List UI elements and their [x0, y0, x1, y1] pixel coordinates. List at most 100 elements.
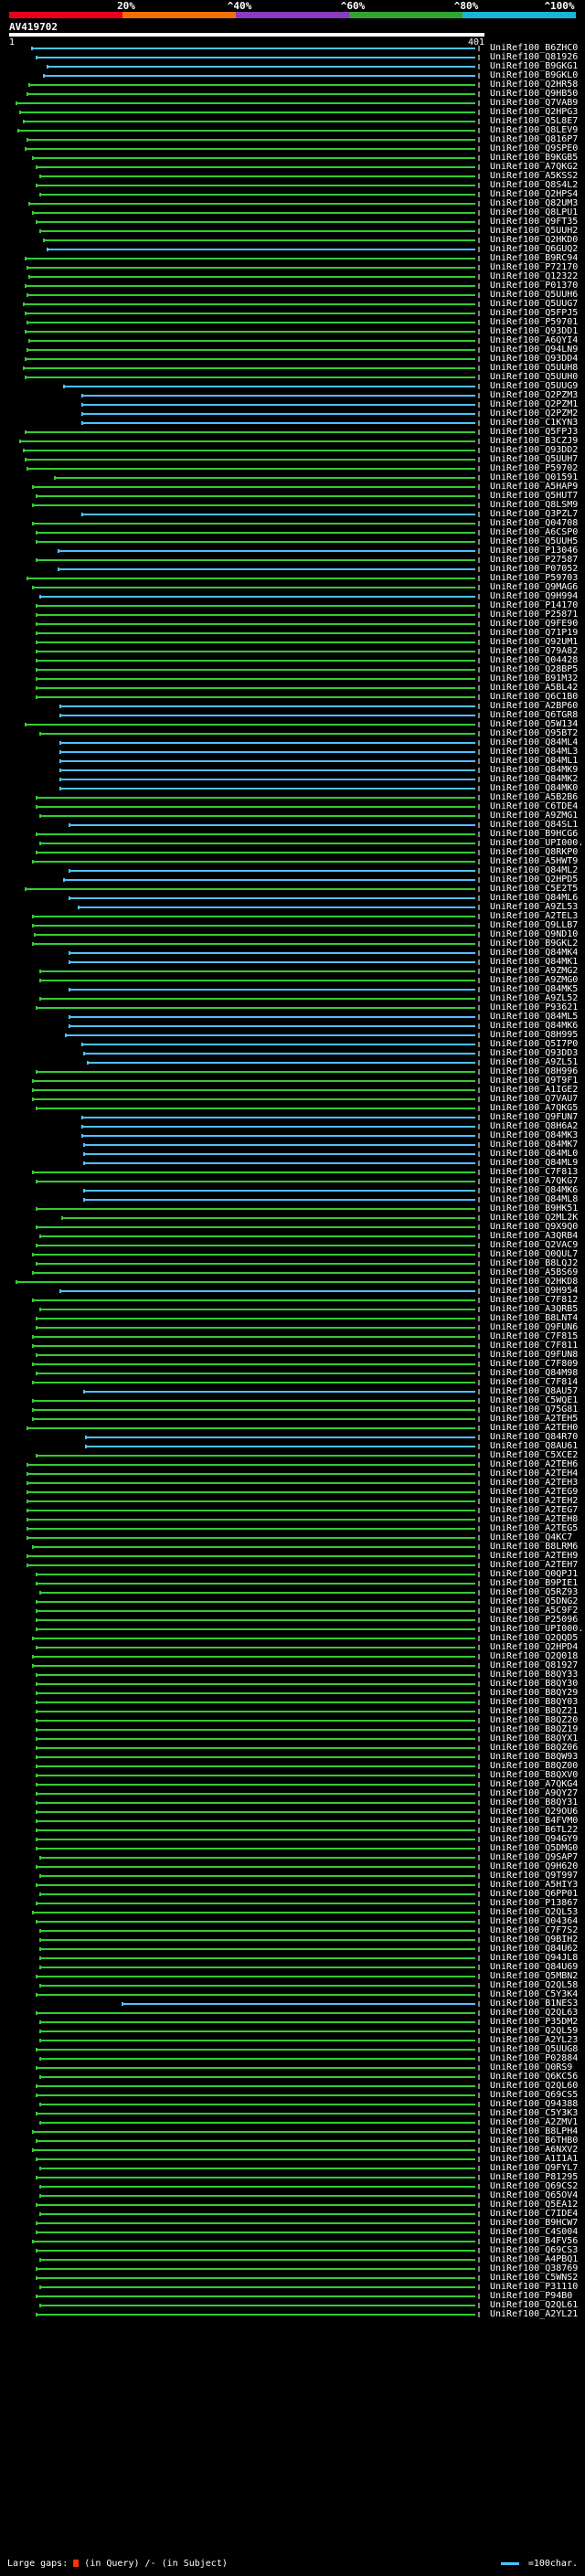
hit-label[interactable]: UniRef100_A5KSS2	[490, 171, 579, 181]
hit-label[interactable]: UniRef100_B8LRM6	[490, 1542, 579, 1552]
hit-label[interactable]: UniRef100_Q5W134	[490, 719, 579, 729]
hit-label[interactable]: UniRef100_B9PIE1	[490, 1578, 579, 1588]
hit-label[interactable]: UniRef100_Q84ML5	[490, 1012, 579, 1022]
hit-label[interactable]: UniRef100_P94B0	[490, 2291, 573, 2301]
hit-label[interactable]: UniRef100_C7F814	[490, 1377, 579, 1387]
hit-label[interactable]: UniRef100_Q8LPU1	[490, 207, 579, 217]
hit-label[interactable]: UniRef100_Q81926	[490, 52, 579, 62]
hit-label[interactable]: UniRef100_A2TEH3	[490, 1478, 579, 1488]
hit-label[interactable]: UniRef100_B8QY33	[490, 1670, 579, 1680]
hit-label[interactable]: UniRef100_C7F812	[490, 1295, 579, 1305]
hit-label[interactable]: UniRef100_Q84MK9	[490, 765, 579, 775]
hit-label[interactable]: UniRef100_Q9H994	[490, 591, 579, 601]
hit-label[interactable]: UniRef100_Q93DD2	[490, 445, 579, 455]
hit-label[interactable]: UniRef100_P59701	[490, 317, 579, 327]
hit-label[interactable]: UniRef100_Q6TGR8	[490, 710, 579, 720]
hit-label[interactable]: UniRef100_P25871	[490, 610, 579, 620]
hit-label[interactable]: UniRef100_Q2QL53	[490, 1907, 579, 1917]
hit-label[interactable]: UniRef100_Q9H954	[490, 1286, 579, 1296]
hit-label[interactable]: UniRef100_Q71P19	[490, 628, 579, 638]
hit-label[interactable]: UniRef100_A9ZL52	[490, 993, 579, 1003]
hit-label[interactable]: UniRef100_Q9SAP7	[490, 1852, 579, 1862]
hit-label[interactable]: UniRef100_P81295	[490, 2172, 579, 2182]
hit-label[interactable]: UniRef100_Q9X9Q0	[490, 1222, 579, 1232]
hit-label[interactable]: UniRef100_Q2HPS4	[490, 189, 579, 199]
hit-label[interactable]: UniRef100_Q9MAG6	[490, 582, 579, 592]
hit-label[interactable]: UniRef100_A5HAP9	[490, 482, 579, 492]
hit-label[interactable]: UniRef100_Q5DNG2	[490, 1596, 579, 1606]
hit-label[interactable]: UniRef100_Q5MBN2	[490, 1971, 579, 1981]
hit-label[interactable]: UniRef100_B9GKL0	[490, 70, 579, 80]
hit-label[interactable]: UniRef100_Q04364	[490, 1916, 579, 1926]
hit-label[interactable]: UniRef100_P25096	[490, 1615, 579, 1625]
hit-label[interactable]: UniRef100_B6ZHC0	[490, 43, 579, 53]
hit-label[interactable]: UniRef100_B9GKL2	[490, 938, 579, 949]
hit-label[interactable]: UniRef100_B8QY31	[490, 1797, 579, 1807]
hit-label[interactable]: UniRef100_Q94JL8	[490, 1953, 579, 1963]
hit-label[interactable]: UniRef100_Q5UUH7	[490, 454, 579, 464]
hit-label[interactable]: UniRef100_A9ZL53	[490, 902, 579, 912]
hit-label[interactable]: UniRef100_A7QKG7	[490, 1176, 579, 1186]
hit-label[interactable]: UniRef100_Q5EA12	[490, 2200, 579, 2210]
hit-label[interactable]: UniRef100_Q93DD4	[490, 354, 579, 364]
hit-label[interactable]: UniRef100_A5BS69	[490, 1267, 579, 1277]
hit-label[interactable]: UniRef100_Q0QUL7	[490, 1249, 579, 1259]
hit-label[interactable]: UniRef100_Q3PZL7	[490, 509, 579, 519]
hit-label[interactable]: UniRef100_Q84ML6	[490, 893, 579, 903]
hit-label[interactable]: UniRef100_P31110	[490, 2282, 579, 2292]
hit-label[interactable]: UniRef100_Q65OV4	[490, 2190, 579, 2200]
hit-label[interactable]: UniRef100_Q5HUT7	[490, 491, 579, 501]
hit-label[interactable]: UniRef100_Q8AU57	[490, 1386, 579, 1396]
hit-label[interactable]: UniRef100_B8QZ20	[490, 1715, 579, 1725]
hit-label[interactable]: UniRef100_Q5UUH8	[490, 363, 579, 373]
hit-label[interactable]: UniRef100_A1IGE2	[490, 1085, 579, 1095]
hit-label[interactable]: UniRef100_Q5RZ93	[490, 1587, 579, 1597]
hit-label[interactable]: UniRef100_A9ZMG1	[490, 811, 579, 821]
hit-label[interactable]: UniRef100_Q9FUN7	[490, 1112, 579, 1122]
hit-label[interactable]: UniRef100_A7QKG2	[490, 162, 579, 172]
hit-label[interactable]: UniRef100_A2TEH6	[490, 1459, 579, 1469]
hit-label[interactable]: UniRef100_P93621	[490, 1002, 579, 1012]
hit-label[interactable]: UniRef100_Q2PZM3	[490, 390, 579, 400]
hit-label[interactable]: UniRef100_Q79A82	[490, 646, 579, 656]
hit-label[interactable]: UniRef100_Q9T997	[490, 1871, 579, 1881]
hit-label[interactable]: UniRef100_Q84MK0	[490, 783, 579, 793]
hit-label[interactable]: UniRef100_P59703	[490, 573, 579, 583]
hit-label[interactable]: UniRef100_Q9T9F1	[490, 1076, 579, 1086]
hit-label[interactable]: UniRef100_Q2QL58	[490, 1980, 579, 1990]
hit-label[interactable]: UniRef100_Q84ML3	[490, 747, 579, 757]
hit-label[interactable]: UniRef100_Q93DD1	[490, 326, 579, 336]
hit-label[interactable]: UniRef100_A2YL23	[490, 2035, 579, 2045]
hit-label[interactable]: UniRef100_P72170	[490, 262, 579, 272]
hit-label[interactable]: UniRef100_C7IDE4	[490, 2209, 579, 2219]
hit-label[interactable]: UniRef100_A6CSP0	[490, 527, 579, 537]
hit-label[interactable]: UniRef100_Q9FUN8	[490, 1350, 579, 1360]
hit-label[interactable]: UniRef100_Q8LEV9	[490, 125, 579, 135]
hit-label[interactable]: UniRef100_Q2HPD5	[490, 875, 579, 885]
hit-label[interactable]: UniRef100_Q93DD3	[490, 1048, 579, 1058]
hit-label[interactable]: UniRef100_B6THB0	[490, 2136, 579, 2146]
hit-label[interactable]: UniRef100_Q95BT2	[490, 728, 579, 738]
hit-label[interactable]: UniRef100_B8QY03	[490, 1697, 579, 1707]
hit-label[interactable]: UniRef100_Q9LLB7	[490, 920, 579, 930]
hit-label[interactable]: UniRef100_Q5L8E7	[490, 116, 579, 126]
hit-label[interactable]: UniRef100_B8QZ00	[490, 1761, 579, 1771]
hit-label[interactable]: UniRef100_B3CZJ9	[490, 436, 579, 446]
hit-label[interactable]: UniRef100_Q84MK1	[490, 957, 579, 967]
hit-label[interactable]: UniRef100_Q2QQD5	[490, 1633, 579, 1643]
hit-label[interactable]: UniRef100_C5WNS2	[490, 2273, 579, 2283]
hit-label[interactable]: UniRef100_Q2QL61	[490, 2300, 579, 2310]
hit-label[interactable]: UniRef100_A2TEH2	[490, 1496, 579, 1506]
hit-label[interactable]: UniRef100_Q8H996	[490, 1066, 579, 1076]
hit-label[interactable]: UniRef100_Q6GUQ2	[490, 244, 579, 254]
hit-label[interactable]: UniRef100_Q5UUH6	[490, 290, 579, 300]
hit-label[interactable]: UniRef100_A2TEG9	[490, 1487, 579, 1497]
hit-label[interactable]: UniRef100_P59702	[490, 463, 579, 473]
hit-label[interactable]: UniRef100_Q2PZM1	[490, 399, 579, 409]
hit-label[interactable]: UniRef100_Q84ML4	[490, 737, 579, 747]
hit-label[interactable]: UniRef100_Q2PZM2	[490, 408, 579, 419]
hit-label[interactable]: UniRef100_Q2HPD4	[490, 1642, 579, 1652]
hit-label[interactable]: UniRef100_A9QY27	[490, 1788, 579, 1798]
hit-label[interactable]: UniRef100_Q2HPG3	[490, 107, 579, 117]
hit-label[interactable]: UniRef100_Q7VAU7	[490, 1094, 579, 1104]
